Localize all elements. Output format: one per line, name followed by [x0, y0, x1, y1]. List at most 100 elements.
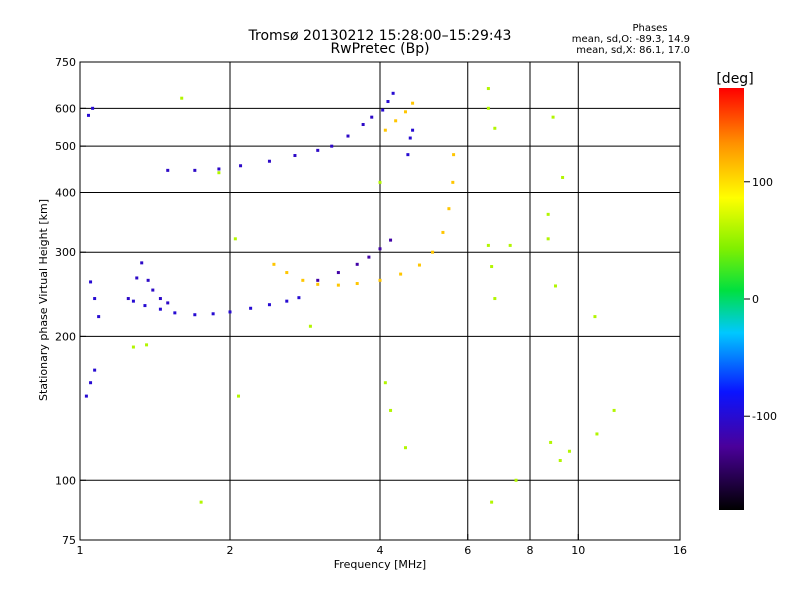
data-point	[91, 106, 95, 110]
data-point	[451, 180, 455, 184]
data-point	[166, 301, 170, 305]
data-point	[567, 449, 571, 453]
data-point	[97, 315, 101, 319]
x-tick-label: 4	[377, 544, 384, 557]
data-point	[166, 168, 170, 172]
y-axis: 75 100 200 300 400 500 600 750	[55, 56, 86, 547]
data-point	[486, 243, 490, 247]
data-point	[239, 164, 243, 168]
data-point	[403, 110, 407, 114]
data-point	[336, 283, 340, 287]
data-point	[316, 148, 320, 152]
data-point	[408, 136, 412, 140]
data-point	[486, 106, 490, 110]
phases-o-stats: mean, sd,O: -89.3, 14.9	[572, 34, 690, 45]
data-point	[228, 310, 232, 314]
data-point	[158, 307, 162, 311]
data-point	[493, 126, 497, 130]
colorbar-ticks: 100 0 -100	[744, 176, 777, 423]
data-point	[355, 262, 359, 266]
colorbar-tick-label: 0	[752, 293, 759, 306]
chart-subtitle: RwPretec (Bp)	[330, 41, 429, 57]
data-point	[211, 312, 215, 316]
data-point	[158, 297, 162, 301]
data-point	[553, 284, 557, 288]
colorbar-tick-label: 100	[752, 176, 773, 189]
data-point	[297, 296, 301, 300]
y-tick-label: 500	[55, 140, 76, 153]
data-point	[486, 87, 490, 91]
data-point	[399, 272, 403, 276]
data-point	[381, 108, 385, 112]
data-point	[361, 123, 365, 127]
data-point	[217, 171, 221, 175]
data-point	[561, 175, 565, 179]
data-point	[308, 324, 312, 328]
data-point	[551, 115, 555, 119]
data-point	[558, 458, 562, 462]
data-point	[316, 282, 320, 286]
data-point	[546, 212, 550, 216]
data-point	[285, 299, 289, 303]
data-point	[370, 115, 374, 119]
colorbar-tick-label: -100	[752, 410, 777, 423]
data-point	[316, 278, 320, 282]
y-tick-label: 400	[55, 186, 76, 199]
data-point	[378, 278, 382, 282]
data-point	[330, 144, 334, 148]
phases-x-stats: mean, sd,X: 86.1, 17.0	[576, 45, 690, 56]
data-point	[146, 278, 150, 282]
data-point	[93, 368, 97, 372]
data-point	[411, 101, 415, 105]
x-tick-label: 16	[673, 544, 687, 557]
data-point	[452, 153, 456, 157]
data-point	[549, 440, 553, 444]
data-point	[267, 159, 271, 163]
data-point	[199, 500, 203, 504]
data-point	[86, 113, 90, 117]
data-point	[217, 167, 221, 171]
data-point	[267, 303, 271, 307]
data-point	[447, 207, 451, 211]
data-point	[514, 478, 518, 482]
data-point	[93, 297, 97, 301]
data-point	[612, 408, 616, 412]
data-point	[378, 180, 382, 184]
data-point	[336, 271, 340, 275]
x-tick-label: 1	[77, 544, 84, 557]
data-points	[84, 87, 616, 504]
data-point	[272, 262, 276, 266]
data-point	[383, 381, 387, 385]
data-point	[355, 282, 359, 286]
data-point	[135, 276, 139, 280]
data-point	[131, 299, 135, 303]
data-point	[131, 345, 135, 349]
y-tick-label: 200	[55, 330, 76, 343]
x-tick-label: 8	[527, 544, 534, 557]
data-point	[490, 265, 494, 269]
y-tick-label: 100	[55, 474, 76, 487]
data-point	[441, 230, 445, 234]
data-point	[394, 119, 398, 123]
x-axis-label: Frequency [MHz]	[334, 558, 426, 571]
data-point	[595, 432, 599, 436]
y-tick-label: 750	[55, 56, 76, 69]
data-point	[378, 247, 382, 251]
data-point	[151, 288, 155, 292]
data-point	[126, 297, 130, 301]
data-point	[383, 128, 387, 132]
data-point	[145, 343, 149, 347]
data-point	[593, 315, 597, 319]
data-point	[89, 381, 93, 385]
data-point	[391, 91, 395, 95]
data-point	[367, 255, 371, 259]
y-axis-label: Stationary phase Virtual Height [km]	[37, 199, 50, 401]
x-tick-label: 6	[464, 544, 471, 557]
data-point	[493, 297, 497, 301]
data-point	[293, 154, 297, 158]
phases-heading: Phases	[632, 23, 667, 34]
data-point	[508, 243, 512, 247]
data-point	[236, 394, 240, 398]
data-point	[180, 96, 184, 100]
